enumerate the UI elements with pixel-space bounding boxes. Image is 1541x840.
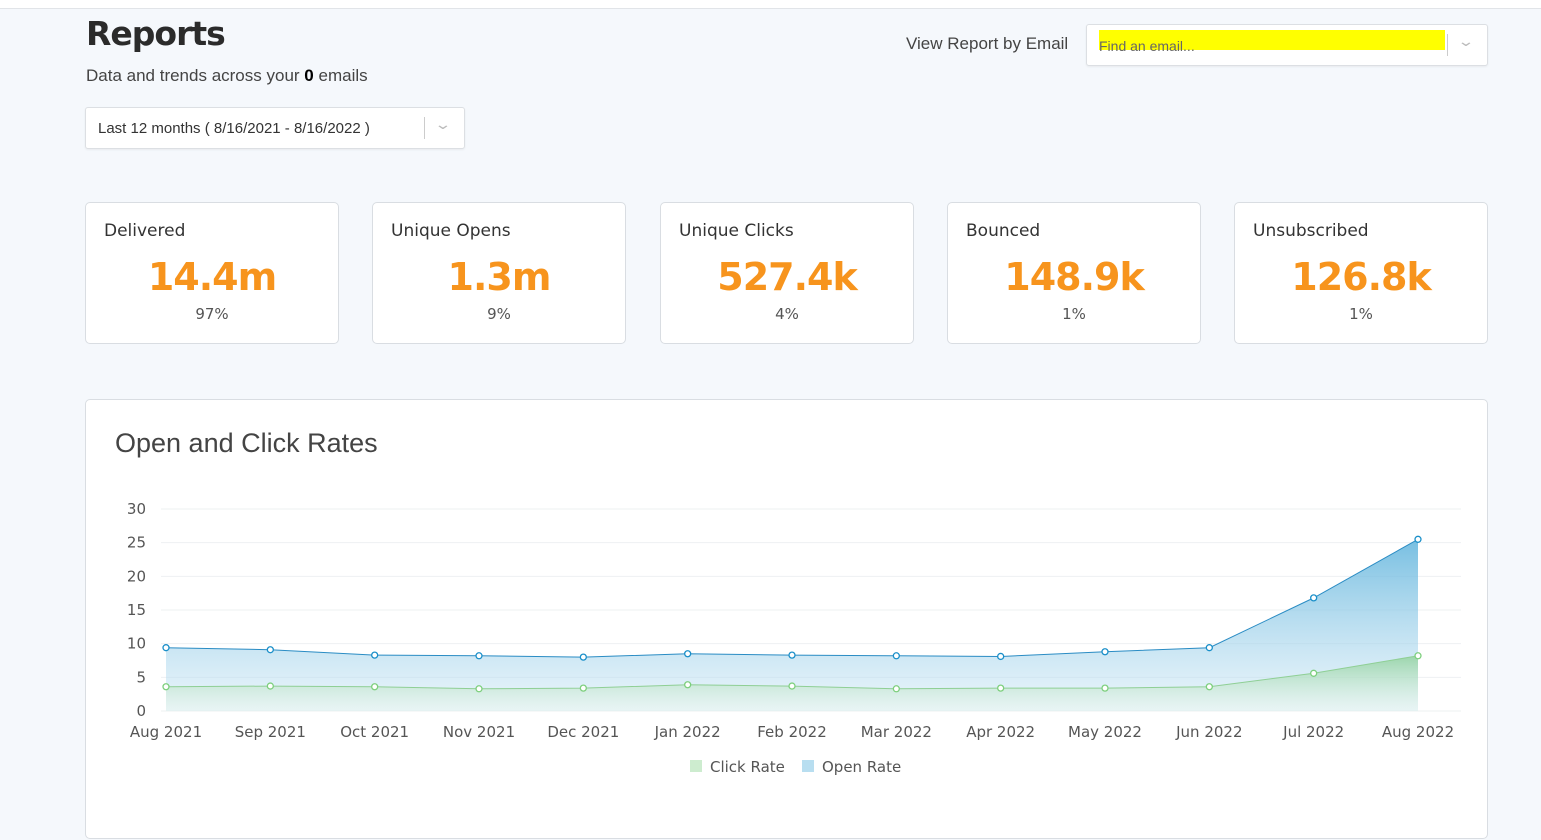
top-bar xyxy=(0,0,1541,9)
data-point xyxy=(892,685,900,693)
data-point xyxy=(684,681,692,689)
x-tick-label: Aug 2021 xyxy=(130,723,202,741)
chevron-down-icon[interactable]: ⌄ xyxy=(434,116,452,132)
chevron-down-icon[interactable]: ⌄ xyxy=(1457,33,1475,49)
x-tick-label: Sep 2021 xyxy=(235,723,306,741)
divider xyxy=(424,117,425,139)
open-click-rates-chart: 0 5 10 15 20 25 30 Aug 2021 Sep 2021 Oct 2021 Nov … xyxy=(127,500,1461,776)
y-tick-label: 25 xyxy=(127,534,146,552)
email-search-input[interactable]: Find an email... xyxy=(1099,38,1195,54)
stat-card-unique-opens: Unique Opens 1.3m 9% xyxy=(372,202,626,344)
data-point xyxy=(162,644,170,652)
y-tick-label: 0 xyxy=(136,702,146,720)
x-tick-label: Jun 2022 xyxy=(1175,723,1242,741)
area-open-rate xyxy=(166,539,1418,711)
y-tick-label: 20 xyxy=(127,567,146,585)
x-tick-label: Dec 2021 xyxy=(547,723,619,741)
data-point xyxy=(788,682,796,690)
stat-percent: 1% xyxy=(1062,305,1086,323)
subtitle-text-end: emails xyxy=(318,66,368,85)
legend-label-open-rate: Open Rate xyxy=(822,758,901,776)
data-point xyxy=(1414,652,1422,660)
data-point xyxy=(1101,648,1109,656)
x-tick-label: Feb 2022 xyxy=(757,723,827,741)
data-point xyxy=(997,652,1005,661)
stat-percent: 4% xyxy=(775,305,799,323)
x-tick-label: Mar 2022 xyxy=(861,723,932,741)
email-filter-label: View Report by Email xyxy=(906,34,1069,53)
data-point xyxy=(475,652,483,660)
x-tick-label: May 2022 xyxy=(1068,723,1142,741)
data-point xyxy=(1205,644,1213,652)
data-point xyxy=(475,685,483,693)
stat-value: 148.9k xyxy=(1004,255,1144,299)
data-point xyxy=(579,684,587,692)
area-click-rate xyxy=(166,655,1418,711)
data-point xyxy=(1310,669,1318,677)
stat-label: Unique Clicks xyxy=(679,221,794,241)
subtitle-text: Data and trends across your xyxy=(86,66,300,85)
date-range-select[interactable]: Last 12 months ( 8/16/2021 - 8/16/2022 )… xyxy=(85,107,465,149)
data-point xyxy=(997,684,1005,692)
stat-label: Bounced xyxy=(966,221,1041,241)
data-point xyxy=(162,683,170,691)
divider xyxy=(1447,34,1448,56)
x-tick-label: Oct 2021 xyxy=(340,723,409,741)
data-point xyxy=(371,683,379,691)
data-point xyxy=(1205,683,1213,691)
y-tick-label: 10 xyxy=(127,635,146,653)
legend-swatch-open-rate xyxy=(802,760,814,772)
data-point xyxy=(1101,684,1109,692)
email-search-select[interactable]: Find an email... ⌄ xyxy=(1086,24,1488,66)
stat-card-unsubscribed: Unsubscribed 126.8k 1% xyxy=(1234,202,1488,344)
stat-card-delivered: Delivered 14.4m 97% xyxy=(85,202,339,344)
x-tick-label: Jul 2022 xyxy=(1282,723,1344,741)
stat-percent: 97% xyxy=(195,305,229,323)
stat-card-bounced: Bounced 148.9k 1% xyxy=(947,202,1201,344)
data-point xyxy=(266,646,274,654)
legend-label-click-rate: Click Rate xyxy=(710,758,785,776)
x-tick-label: Jan 2022 xyxy=(654,723,721,741)
stat-value: 1.3m xyxy=(447,255,552,299)
stat-card-unique-clicks: Unique Clicks 527.4k 4% xyxy=(660,202,914,344)
x-tick-label: Aug 2022 xyxy=(1382,723,1454,741)
data-point xyxy=(266,682,274,690)
stat-percent: 9% xyxy=(487,305,511,323)
stat-value: 126.8k xyxy=(1291,255,1431,299)
open-click-rates-card: Open and Click Rates 0 5 10 15 20 25 30 Aug 202… xyxy=(85,399,1488,839)
page-subtitle: Data and trends across your 0 emails xyxy=(86,66,368,86)
data-point xyxy=(1310,594,1318,602)
stat-value: 527.4k xyxy=(717,255,857,299)
page-title: Reports xyxy=(86,14,226,53)
data-point xyxy=(892,652,900,660)
x-tick-label: Nov 2021 xyxy=(443,723,515,741)
y-tick-label: 15 xyxy=(127,601,146,619)
stat-percent: 1% xyxy=(1349,305,1373,323)
data-point xyxy=(788,651,796,659)
redaction-highlight xyxy=(1099,30,1445,50)
email-count: 0 xyxy=(304,66,314,85)
stat-label: Delivered xyxy=(104,221,186,241)
stat-label: Unsubscribed xyxy=(1253,221,1369,241)
data-point xyxy=(579,653,587,661)
data-point xyxy=(684,650,692,658)
y-tick-label: 5 xyxy=(136,668,146,686)
date-range-value: Last 12 months ( 8/16/2021 - 8/16/2022 ) xyxy=(98,120,370,137)
data-point xyxy=(1414,535,1422,543)
stat-label: Unique Opens xyxy=(391,221,511,241)
x-tick-label: Apr 2022 xyxy=(966,723,1035,741)
chart-title: Open and Click Rates xyxy=(115,428,378,458)
legend-swatch-click-rate xyxy=(690,760,702,772)
y-tick-label: 30 xyxy=(127,500,146,518)
data-point xyxy=(371,651,379,659)
stat-value: 14.4m xyxy=(147,255,277,299)
